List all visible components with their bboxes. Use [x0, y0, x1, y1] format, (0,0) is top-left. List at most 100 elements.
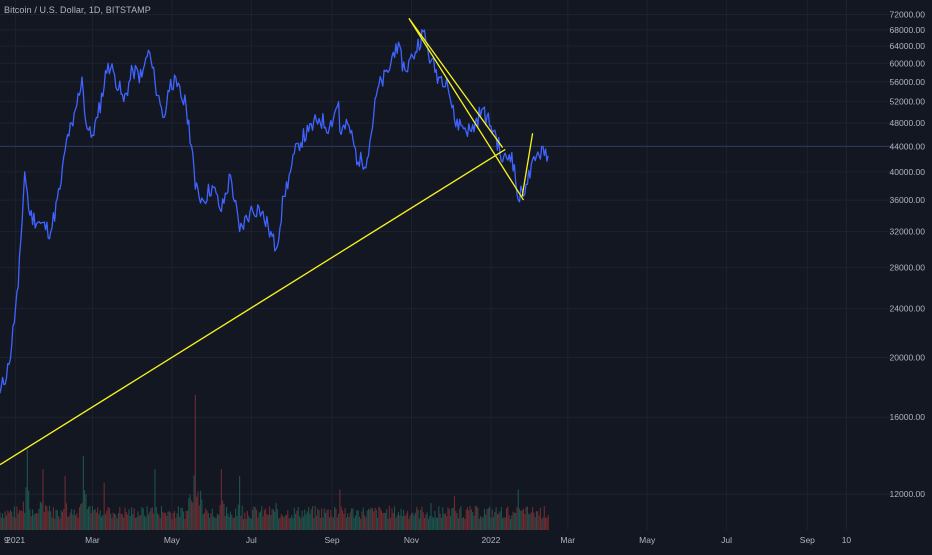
- volume-bar: [368, 509, 369, 530]
- volume-bar: [223, 504, 224, 530]
- volume-bar: [386, 509, 387, 530]
- volume-bar: [416, 507, 417, 530]
- volume-bar: [49, 506, 50, 530]
- volume-bar: [471, 509, 472, 530]
- volume-bar: [231, 515, 232, 530]
- volume-bar: [365, 517, 366, 530]
- volume-bar: [140, 515, 141, 530]
- volume-bar: [277, 509, 278, 530]
- volume-bar: [542, 517, 543, 530]
- volume-bar: [522, 510, 523, 530]
- y-tick-label: 28000.00: [890, 262, 926, 272]
- volume-bar: [420, 510, 421, 530]
- volume-bar: [440, 513, 441, 530]
- volume-bar: [382, 513, 383, 530]
- volume-bar: [227, 514, 228, 530]
- volume-bar: [192, 502, 193, 530]
- volume-bar: [236, 516, 237, 530]
- volume-bar: [378, 507, 379, 530]
- volume-bar: [247, 511, 248, 530]
- volume-bar: [423, 512, 424, 530]
- volume-bar: [161, 506, 162, 530]
- volume-bar: [294, 508, 295, 530]
- volume-bar: [463, 517, 464, 530]
- volume-bar: [432, 517, 433, 530]
- volume-bar: [101, 517, 102, 530]
- y-tick-label: 60000.00: [890, 58, 926, 68]
- volume-bar: [14, 507, 15, 530]
- volume-bar: [156, 507, 157, 530]
- volume-bar: [92, 506, 93, 530]
- volume-bar: [206, 511, 207, 530]
- volume-bar: [470, 506, 471, 530]
- volume-bar: [544, 506, 545, 530]
- volume-bar: [58, 516, 59, 530]
- volume-bar: [313, 518, 314, 530]
- volume-bar: [535, 517, 536, 530]
- volume-bar: [50, 511, 51, 530]
- volume-bar: [109, 508, 110, 530]
- trendline: [409, 18, 524, 200]
- y-tick-label: 12000.00: [890, 489, 926, 499]
- volume-bar: [309, 514, 310, 530]
- volume-bar: [243, 519, 244, 530]
- volume-bar: [324, 508, 325, 530]
- volume-bar: [41, 503, 42, 530]
- volume-bar: [496, 507, 497, 530]
- trendline: [410, 20, 502, 147]
- volume-bar: [191, 501, 192, 530]
- volume-bar: [20, 510, 21, 530]
- price-line: [0, 30, 548, 394]
- volume-bar: [134, 508, 135, 530]
- volume-bar: [97, 507, 98, 530]
- volume-bar: [415, 513, 416, 530]
- volume-bar: [404, 516, 405, 530]
- volume-bar: [24, 513, 25, 530]
- volume-bar: [74, 510, 75, 530]
- volume-bar: [171, 519, 172, 530]
- volume-bar: [476, 506, 477, 530]
- volume-bar: [307, 511, 308, 530]
- volume-bar: [516, 507, 517, 530]
- volume-bar: [338, 514, 339, 530]
- volume-bar: [203, 514, 204, 530]
- volume-bar: [76, 513, 77, 530]
- volume-bar: [62, 512, 63, 530]
- volume-bar: [9, 512, 10, 530]
- volume-bar: [257, 517, 258, 530]
- volume-bar: [442, 507, 443, 530]
- volume-bar: [399, 515, 400, 530]
- volume-bar: [261, 506, 262, 530]
- volume-bar: [16, 506, 17, 530]
- volume-bar: [389, 506, 390, 530]
- volume-bar: [441, 518, 442, 530]
- volume-bar: [359, 517, 360, 530]
- volume-bar: [264, 510, 265, 530]
- volume-bar: [12, 517, 13, 530]
- volume-bar: [506, 508, 507, 530]
- price-series: [0, 30, 548, 394]
- volume-bar: [398, 512, 399, 530]
- volume-bar: [498, 514, 499, 530]
- volume-bar: [501, 507, 502, 530]
- volume-bar: [406, 514, 407, 530]
- volume-bar: [352, 508, 353, 530]
- volume-bar: [222, 500, 223, 530]
- volume-bar: [545, 518, 546, 530]
- volume-bar: [170, 513, 171, 530]
- volume-bar: [304, 510, 305, 530]
- volume-bar: [59, 519, 60, 530]
- volume-bar: [279, 518, 280, 530]
- volume-bar: [35, 513, 36, 530]
- volume-bar: [244, 512, 245, 530]
- volume-bar: [220, 505, 221, 530]
- volume-bar: [44, 512, 45, 530]
- volume-bar: [449, 509, 450, 530]
- symbol-title: Bitcoin / U.S. Dollar, 1D, BITSTAMP: [4, 5, 151, 15]
- volume-bar: [480, 516, 481, 530]
- volume-bar: [438, 506, 439, 530]
- volume-bar: [291, 515, 292, 530]
- volume-bar: [118, 513, 119, 530]
